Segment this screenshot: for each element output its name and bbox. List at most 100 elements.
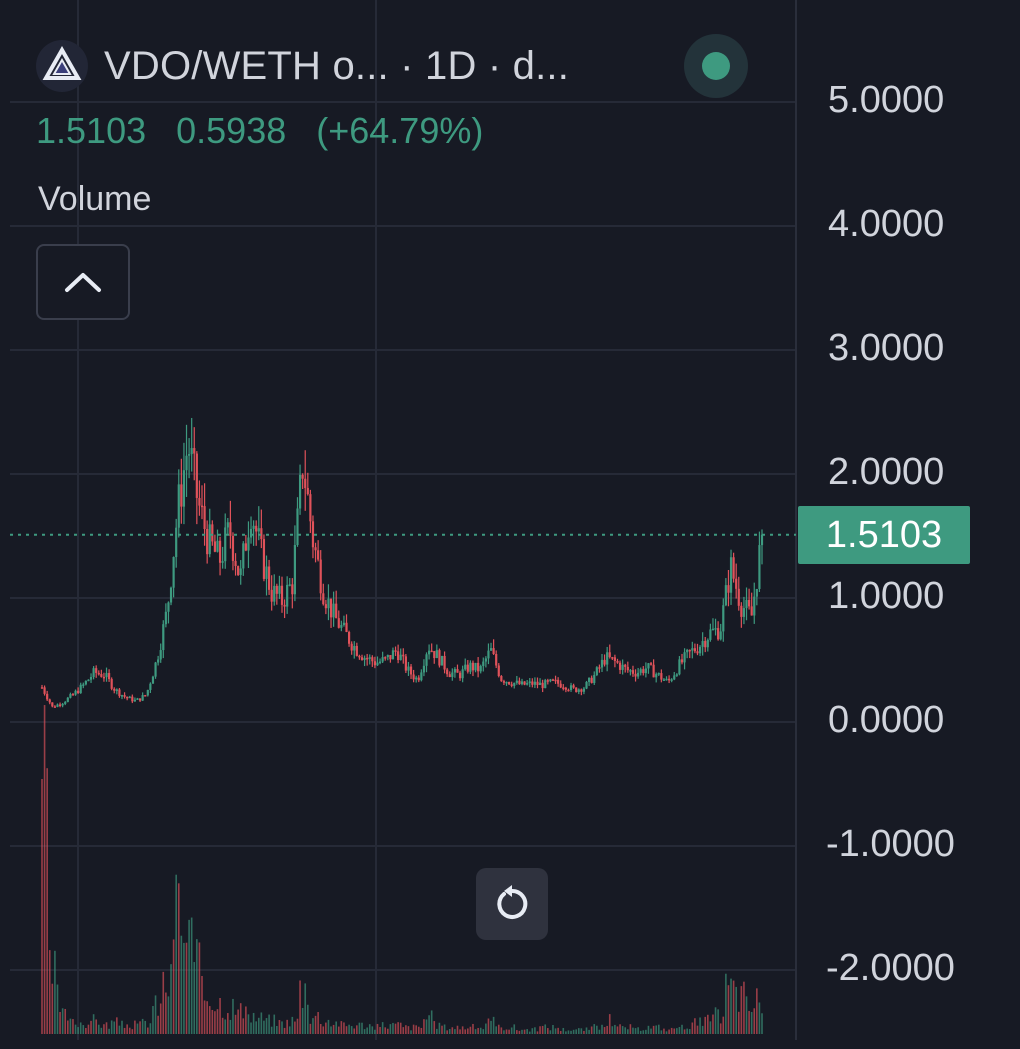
candle-body xyxy=(430,650,433,653)
collapse-button[interactable] xyxy=(36,244,130,320)
volume-bar xyxy=(655,1025,657,1034)
candle-body xyxy=(257,528,260,532)
chart-header: VDO/WETH o... · 1D · d... xyxy=(36,38,569,94)
candle-body xyxy=(598,667,601,669)
candle-body xyxy=(727,585,730,593)
volume-bar xyxy=(547,1028,549,1034)
volume-bar xyxy=(497,1024,500,1034)
candle-body xyxy=(688,649,691,652)
volume-bar xyxy=(559,1030,562,1034)
volume-bar xyxy=(190,917,193,1034)
candle-body xyxy=(66,697,69,702)
candle-body xyxy=(126,696,129,699)
volume-bar xyxy=(314,1015,317,1034)
volume-bar xyxy=(748,1010,750,1034)
volume-bar xyxy=(598,1029,601,1034)
candle-body xyxy=(415,677,418,680)
volume-bar xyxy=(188,919,190,1034)
candle-body xyxy=(95,668,98,673)
candle-body xyxy=(298,474,302,509)
candle-body xyxy=(332,603,335,618)
volume-bar xyxy=(430,1010,433,1034)
candle-body xyxy=(262,539,266,579)
candle-body xyxy=(489,648,493,651)
volume-bar xyxy=(141,1018,144,1034)
volume-bar xyxy=(356,1025,358,1034)
candle-body xyxy=(523,681,526,685)
volume-bar xyxy=(441,1025,443,1034)
volume-bar xyxy=(492,1016,495,1034)
candle-body xyxy=(538,682,542,686)
candle-body xyxy=(247,537,250,551)
volume-label: Volume xyxy=(38,180,152,218)
volume-bar xyxy=(750,1011,753,1034)
volume-bar xyxy=(97,1024,100,1034)
candle-body xyxy=(376,662,379,666)
volume-bar xyxy=(128,1027,131,1034)
volume-bar xyxy=(162,971,165,1034)
candle-body xyxy=(673,675,676,680)
volume-bar xyxy=(683,1029,686,1034)
volume-bar xyxy=(420,1027,423,1034)
symbol-title[interactable]: VDO/WETH o... · 1D · d... xyxy=(104,43,570,88)
volume-bar xyxy=(577,1028,580,1034)
candle-body xyxy=(520,681,524,685)
volume-bar xyxy=(198,942,201,1034)
volume-bar xyxy=(394,1023,397,1034)
volume-bar xyxy=(343,1022,345,1034)
candle-body xyxy=(224,527,227,562)
reset-chart-button[interactable] xyxy=(476,868,548,940)
candle-body xyxy=(440,655,444,666)
candle-body xyxy=(675,674,678,676)
volume-bar xyxy=(469,1026,472,1034)
volume-bar xyxy=(196,939,198,1034)
candle-body xyxy=(389,655,392,660)
candle-body xyxy=(133,699,137,702)
volume-bar xyxy=(276,1025,278,1034)
volume-bar xyxy=(397,1022,399,1034)
candle-body xyxy=(458,672,462,679)
candle-body xyxy=(559,683,562,688)
volume-bar xyxy=(534,1027,536,1034)
volume-bar xyxy=(392,1022,394,1034)
candle-body xyxy=(660,673,663,680)
candle-body xyxy=(580,689,583,692)
candle-body xyxy=(353,645,356,651)
candle-body xyxy=(211,524,214,542)
volume-bar xyxy=(301,1007,304,1034)
candle-body xyxy=(92,668,95,678)
candle-body xyxy=(74,690,77,695)
volume-bar xyxy=(92,1014,95,1034)
candle-body xyxy=(381,657,384,662)
candle-body xyxy=(319,559,322,594)
volume-bar xyxy=(56,984,59,1034)
volume-bar xyxy=(549,1030,552,1034)
candle-body xyxy=(417,677,420,681)
current-price-tag: 1.5103 xyxy=(798,506,970,564)
market-status-dot-icon[interactable] xyxy=(684,34,748,98)
volume-bar xyxy=(743,981,745,1034)
candle-body xyxy=(479,666,482,672)
candle-body xyxy=(48,699,51,703)
candle-body xyxy=(438,650,441,666)
candle-body xyxy=(175,527,178,558)
volume-bar xyxy=(345,1026,348,1034)
candle-body xyxy=(105,673,108,678)
candle-body xyxy=(655,674,658,678)
candle-body xyxy=(611,657,614,659)
volume-bar xyxy=(570,1030,572,1034)
candle-body xyxy=(510,684,513,686)
candle-body xyxy=(595,667,598,676)
volume-bar xyxy=(87,1024,90,1034)
candle-body xyxy=(237,566,240,575)
candle-body xyxy=(123,695,126,697)
volume-bar xyxy=(358,1022,361,1034)
candle-body xyxy=(177,484,180,528)
volume-bar xyxy=(402,1027,405,1034)
candle-body xyxy=(77,690,80,694)
volume-bar xyxy=(281,1021,283,1034)
candle-body xyxy=(616,660,619,663)
candle-body xyxy=(551,679,555,681)
volume-bar xyxy=(219,997,221,1034)
